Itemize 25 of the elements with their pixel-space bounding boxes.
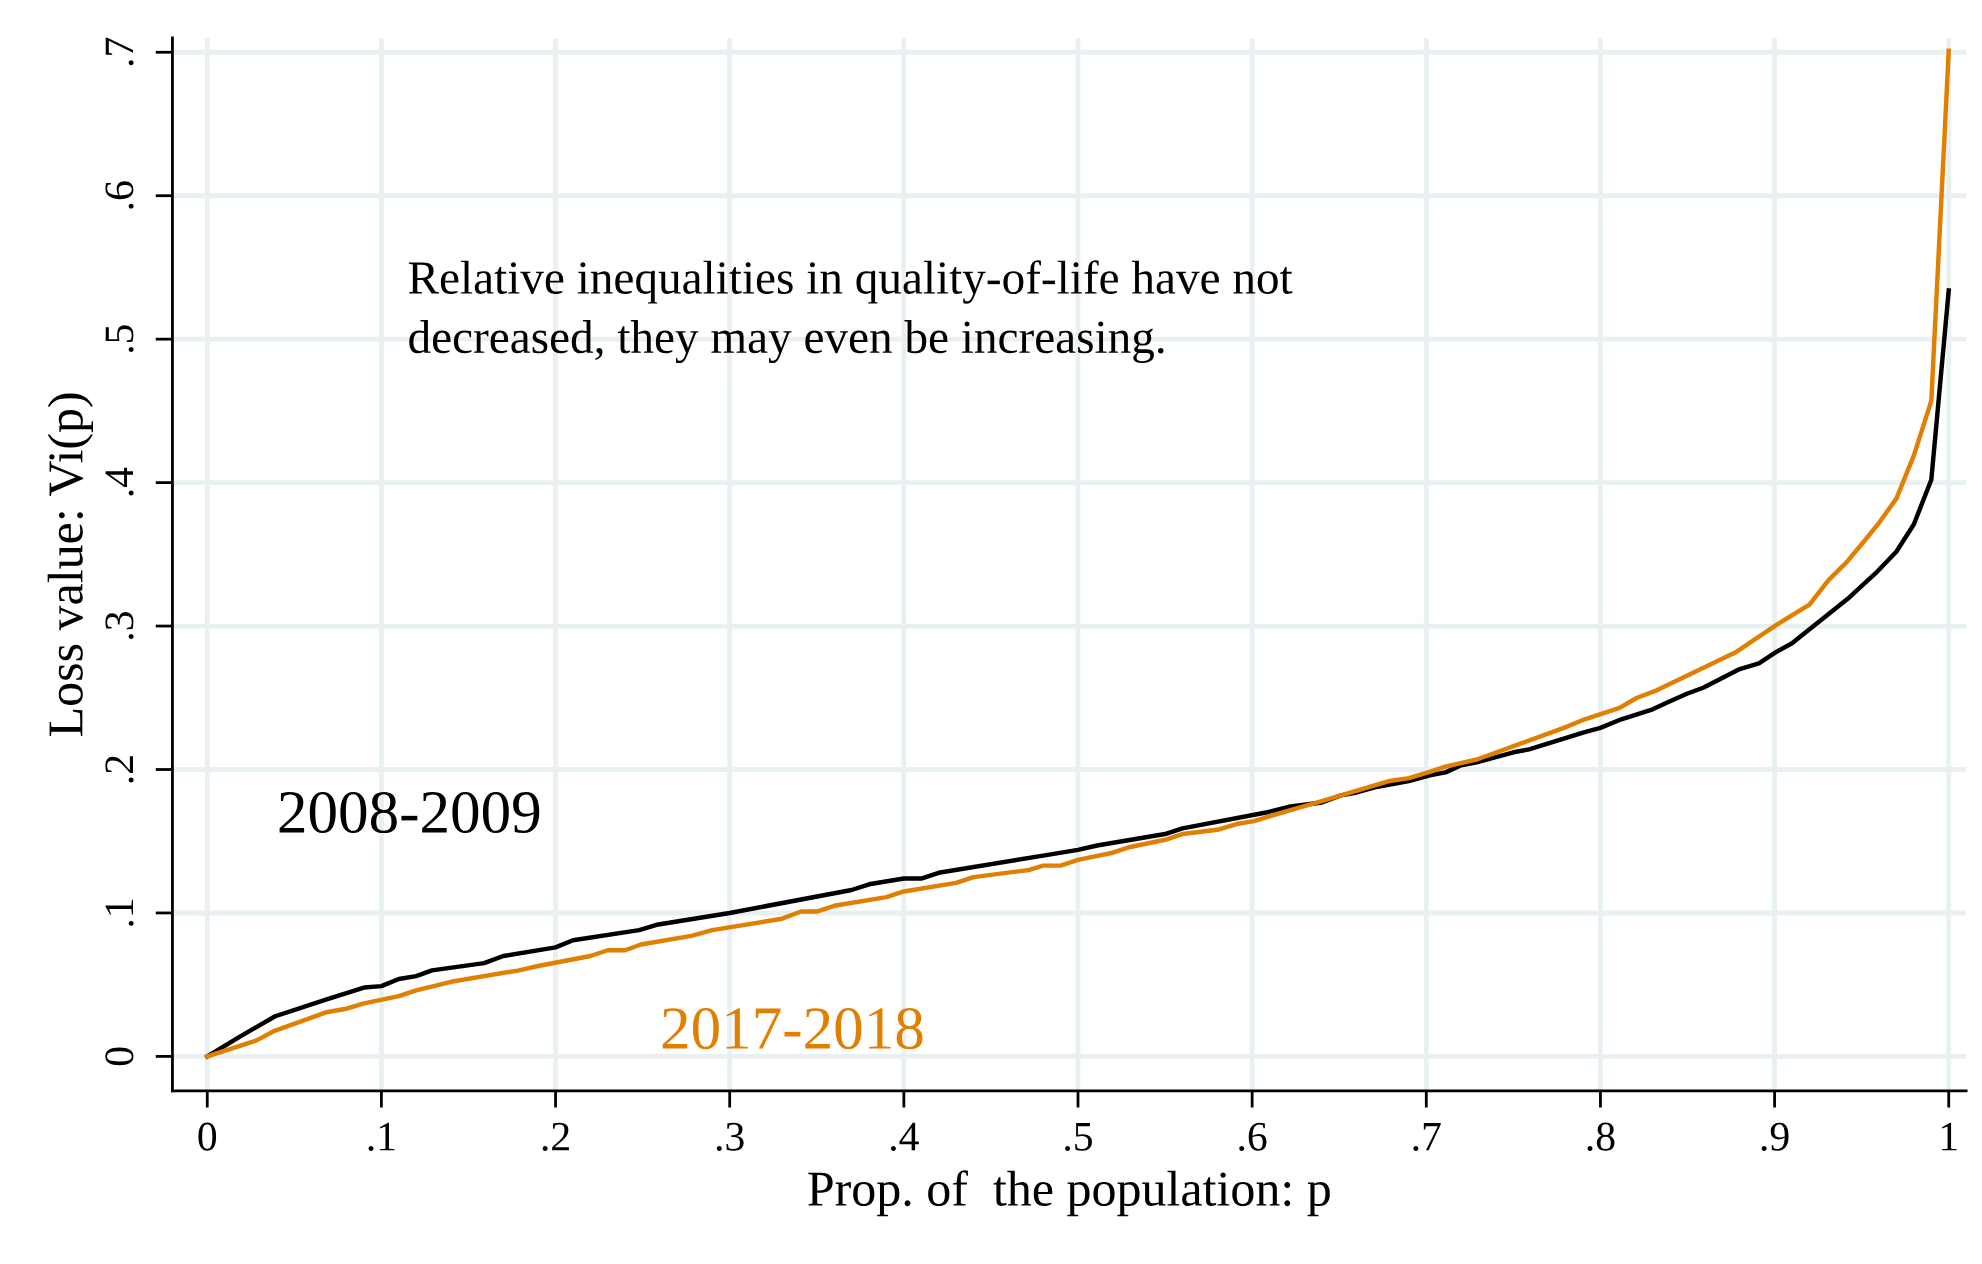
y-tick-label: .4	[105, 467, 134, 496]
x-tick-label: .3	[716, 1122, 744, 1151]
x-tick-label: .8	[1587, 1122, 1615, 1151]
x-tick-label: 1	[1941, 1122, 1957, 1151]
x-tick-label: 0	[198, 1122, 217, 1151]
y-tick-label: .6	[105, 181, 134, 209]
x-tick-label: .9	[1761, 1122, 1789, 1151]
y-tick-label: .3	[105, 612, 134, 639]
annotation: Relative inequalities in quality-of-life have not decreased, they may even be increasing.	[408, 260, 1293, 364]
series-label: 2008-2009	[279, 791, 540, 834]
y-tick-label: .7	[105, 37, 134, 66]
x-tick-label: .4	[890, 1122, 919, 1151]
y-axis-title: Loss value: Vi(p)	[47, 393, 93, 736]
x-tick-label: .1	[368, 1122, 395, 1151]
x-axis-title: Prop. of the population: p	[808, 1170, 1330, 1217]
line-series	[205, 48, 1951, 1059]
y-tick-label: .2	[105, 756, 134, 783]
x-tick-label: .7	[1413, 1123, 1441, 1151]
x-tick-label: .6	[1239, 1122, 1267, 1151]
x-tick-label: .2	[542, 1122, 569, 1151]
series-label: 2017-2018	[662, 1007, 923, 1050]
y-tick-label: .5	[105, 325, 134, 353]
x-tick-label: .5	[1065, 1123, 1092, 1151]
y-tick-label: 0	[105, 1047, 134, 1066]
y-tick-label: .1	[105, 899, 134, 926]
